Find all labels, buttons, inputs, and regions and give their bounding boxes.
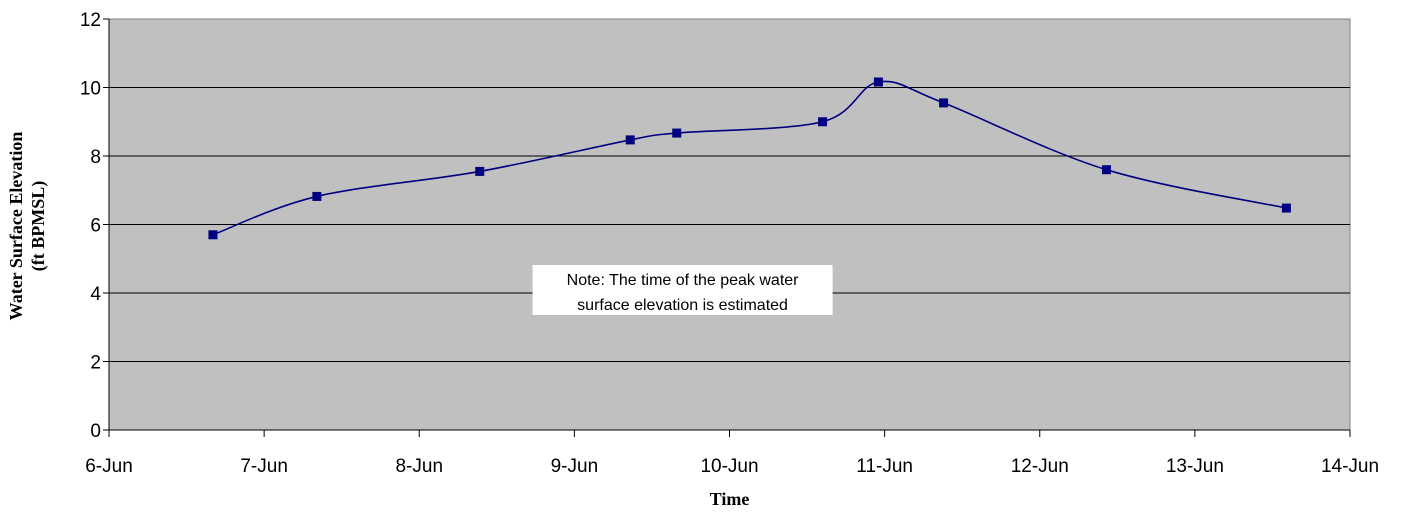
- x-tick-label: 10-Jun: [700, 456, 758, 477]
- x-tick-label: 14-Jun: [1321, 456, 1379, 477]
- x-tick-label: 13-Jun: [1166, 456, 1224, 477]
- note-text-line: surface elevation is estimated: [577, 297, 788, 314]
- note-annotation: Note: The time of the peak water surface …: [533, 265, 833, 315]
- y-tick-label: 4: [90, 284, 101, 305]
- data-point-marker: [475, 167, 484, 176]
- x-tick-label: 8-Jun: [395, 456, 443, 477]
- x-tick-label: 11-Jun: [856, 456, 913, 477]
- x-axis-ticks: 6-Jun 7-Jun 8-Jun 9-Jun 10-Jun 11-Jun 12-Jun 13…: [85, 430, 1379, 477]
- data-point-marker: [818, 117, 827, 126]
- data-point-marker: [312, 192, 321, 201]
- y-tick-label: 0: [90, 421, 101, 442]
- data-point-marker: [874, 78, 883, 87]
- note-text-line: Note: The time of the peak water: [567, 272, 800, 289]
- x-axis-title: Time: [710, 489, 750, 509]
- y-tick-label: 6: [90, 216, 101, 237]
- y-tick-label: 8: [90, 147, 101, 168]
- y-tick-label: 10: [80, 79, 101, 100]
- x-tick-label: 12-Jun: [1011, 456, 1069, 477]
- data-point-marker: [1282, 204, 1291, 213]
- y-axis-title: Water Surface Elevation (ft BPMSL): [6, 132, 49, 321]
- data-point-marker: [208, 230, 217, 239]
- y-axis-ticks: 0 2 4 6 8 10 12: [80, 10, 109, 442]
- x-tick-label: 7-Jun: [240, 456, 288, 477]
- data-point-marker: [939, 98, 948, 107]
- data-point-marker: [672, 129, 681, 138]
- x-tick-label: 9-Jun: [551, 456, 599, 477]
- y-axis-title-line: (ft BPMSL): [28, 181, 49, 271]
- data-point-marker: [1102, 165, 1111, 174]
- y-tick-label: 12: [80, 10, 101, 31]
- y-axis-title-line: Water Surface Elevation: [6, 132, 26, 321]
- data-point-marker: [626, 135, 635, 144]
- y-tick-label: 2: [90, 353, 101, 374]
- x-tick-label: 6-Jun: [85, 456, 133, 477]
